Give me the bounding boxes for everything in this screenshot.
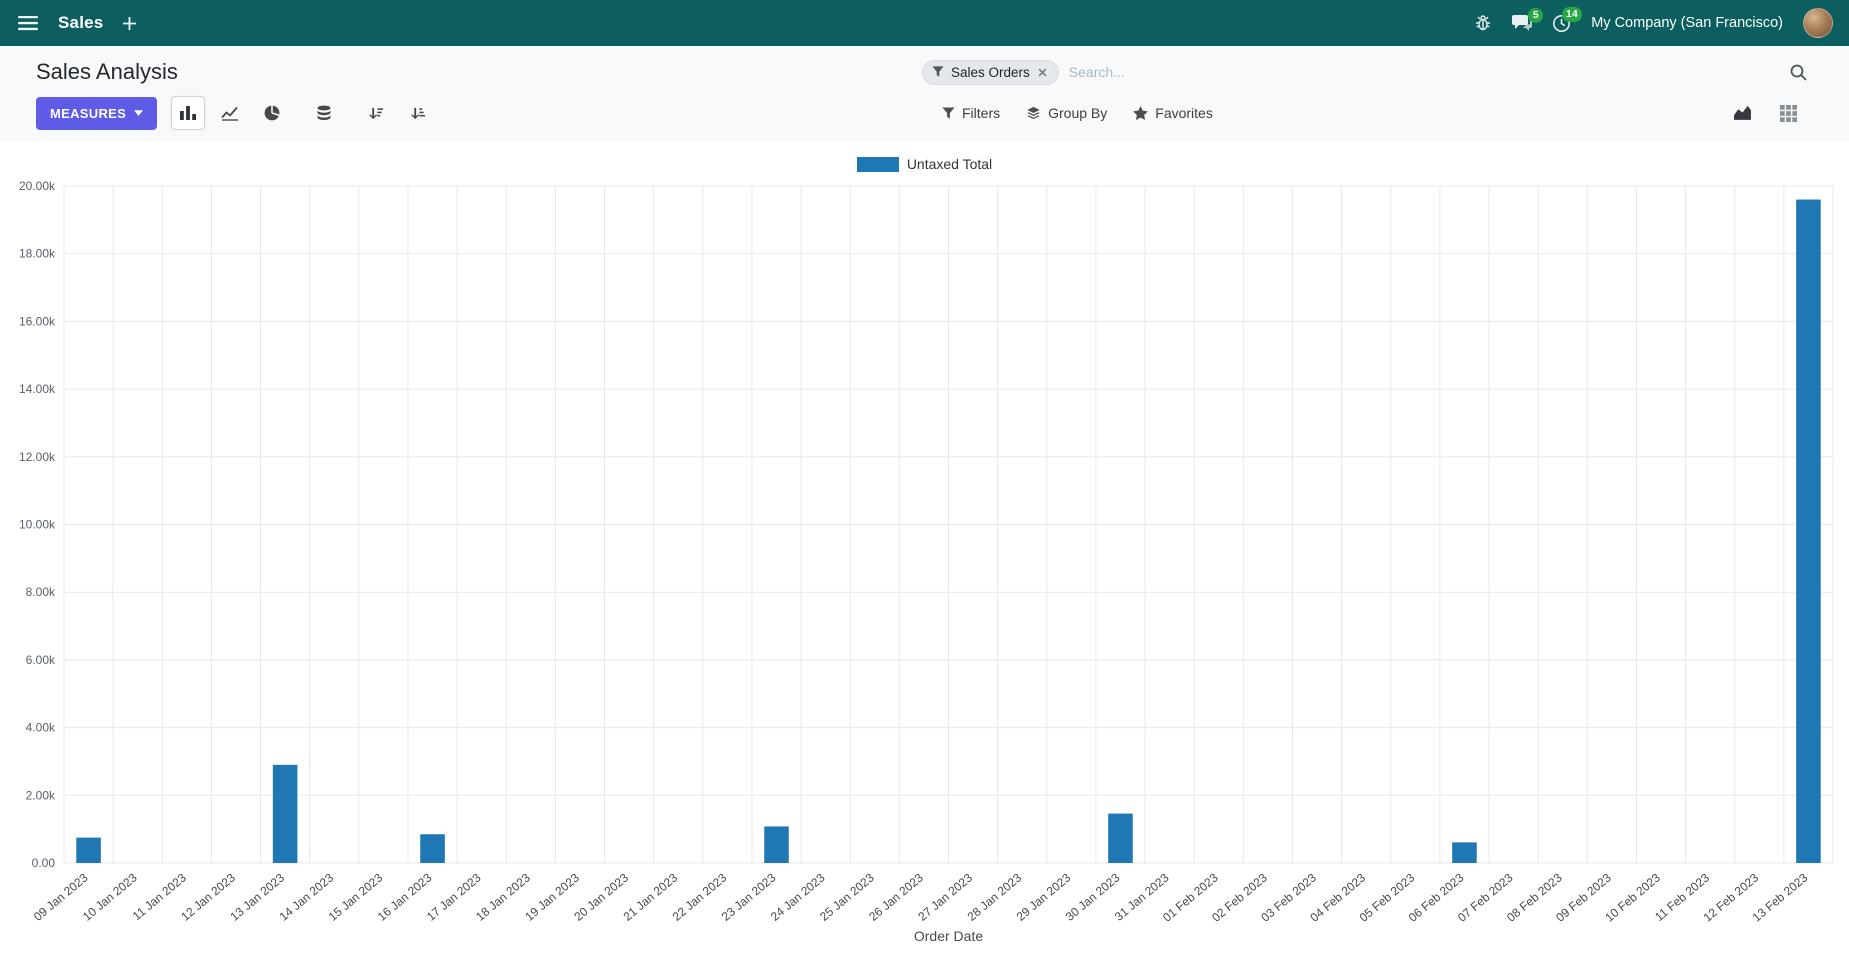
pivot-view-button[interactable] <box>1769 96 1807 130</box>
hamburger-icon <box>18 15 38 31</box>
bar[interactable] <box>764 826 789 863</box>
y-tick-label: 0.00 <box>32 856 56 870</box>
favorites-button[interactable]: Favorites <box>1133 105 1213 121</box>
pie-chart-icon <box>264 105 280 121</box>
sort-ascending-icon <box>410 106 426 121</box>
facet-close-icon[interactable] <box>1037 67 1048 78</box>
group-by-label: Group By <box>1048 105 1108 121</box>
y-tick-label: 10.00k <box>19 518 56 532</box>
avatar[interactable] <box>1803 8 1833 38</box>
stacked-icon <box>316 105 332 121</box>
filters-icon <box>942 106 955 120</box>
chat-icon <box>1512 14 1533 32</box>
measures-button[interactable]: MEASURES <box>36 96 158 130</box>
activities-menu[interactable]: 14 <box>1552 6 1583 33</box>
y-tick-label: 2.00k <box>26 788 56 802</box>
line-chart-view-button[interactable] <box>213 96 247 130</box>
area-chart-icon <box>1733 105 1752 121</box>
activities-badge: 14 <box>1561 6 1583 22</box>
star-icon <box>1133 106 1149 120</box>
stacked-toggle-button[interactable] <box>307 96 341 130</box>
line-chart-icon <box>221 105 239 121</box>
add-button[interactable] <box>119 13 140 34</box>
control-panel: Sales Analysis Sales Orders MEASURES <box>0 46 1849 142</box>
plus-icon <box>123 16 137 30</box>
y-tick-label: 18.00k <box>19 247 56 261</box>
legend-swatch[interactable] <box>856 156 899 172</box>
y-tick-label: 12.00k <box>19 450 56 464</box>
caret-down-icon <box>134 110 144 116</box>
debug-menu[interactable] <box>1474 14 1492 32</box>
search-bar: Sales Orders <box>922 59 1807 85</box>
x-axis-title: Order Date <box>914 928 983 944</box>
messages-badge: 5 <box>1528 7 1544 23</box>
sort-ascending-button[interactable] <box>401 96 435 130</box>
app-name[interactable]: Sales <box>58 13 104 32</box>
topbar: Sales 5 14 My Company (San Francisco) <box>0 0 1849 46</box>
pivot-grid-icon <box>1779 104 1797 122</box>
bar-chart-view-button[interactable] <box>171 96 206 130</box>
y-tick-label: 20.00k <box>19 179 56 193</box>
chart-legend: Untaxed Total <box>0 154 1849 174</box>
bar[interactable] <box>272 764 298 863</box>
sort-descending-button[interactable] <box>359 96 393 130</box>
search-input[interactable] <box>1068 64 1780 80</box>
search-icon[interactable] <box>1790 64 1807 81</box>
x-tick-label: 10 Jan 2023 <box>80 870 140 923</box>
apps-menu-button[interactable] <box>14 11 42 35</box>
bar[interactable] <box>1108 813 1133 863</box>
legend-label: Untaxed Total <box>906 156 993 172</box>
page-title: Sales Analysis <box>36 59 178 84</box>
search-facet-sales-orders[interactable]: Sales Orders <box>922 59 1059 85</box>
graph-view-button[interactable] <box>1723 96 1761 130</box>
bar[interactable] <box>1796 199 1821 864</box>
group-by-button[interactable]: Group By <box>1026 105 1107 121</box>
y-tick-label: 14.00k <box>19 382 56 396</box>
bar[interactable] <box>420 834 445 863</box>
sort-descending-icon <box>368 106 384 121</box>
favorites-label: Favorites <box>1155 105 1213 121</box>
filters-button[interactable]: Filters <box>942 105 1000 121</box>
y-tick-label: 8.00k <box>26 585 56 599</box>
bar[interactable] <box>76 837 101 863</box>
sales-analysis-bar-chart: 0.00 2.00k 4.00k 6.00k 8.00k 10.00k 12.00k 14.0… <box>19 179 1834 944</box>
y-tick-label: 16.00k <box>19 314 56 328</box>
bar[interactable] <box>1452 842 1477 863</box>
filter-icon <box>932 66 944 78</box>
layers-icon <box>1026 106 1041 120</box>
bar-chart-icon <box>179 105 197 121</box>
company-switcher[interactable]: My Company (San Francisco) <box>1591 15 1783 31</box>
measures-label: MEASURES <box>50 105 127 121</box>
bug-icon <box>1474 14 1492 32</box>
search-facet-label: Sales Orders <box>951 64 1030 80</box>
y-tick-label: 4.00k <box>26 721 56 735</box>
chart-area: Untaxed Total 0.00 2.00k 4.00k 6.00k 8.00k 10… <box>0 154 1849 949</box>
pie-chart-view-button[interactable] <box>255 96 289 130</box>
y-tick-label: 6.00k <box>26 653 56 667</box>
filters-label: Filters <box>962 105 1001 121</box>
messages-menu[interactable]: 5 <box>1512 7 1544 32</box>
